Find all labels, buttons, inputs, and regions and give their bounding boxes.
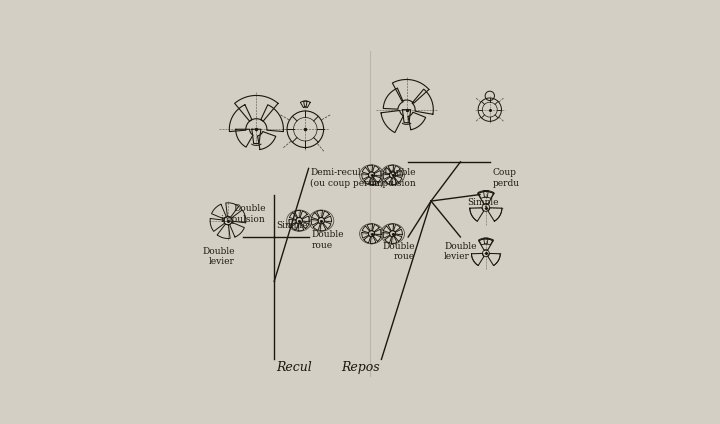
Text: Simple: Simple — [276, 220, 307, 230]
Text: Simple: Simple — [467, 198, 498, 207]
Text: Recul: Recul — [276, 361, 312, 374]
Text: Repos: Repos — [341, 361, 379, 374]
Text: Double
roue: Double roue — [312, 231, 344, 250]
Text: Demi-recul
(ou coup perdu): Demi-recul (ou coup perdu) — [310, 168, 384, 188]
Text: Double
impulsion: Double impulsion — [221, 204, 266, 224]
Text: Double
roue: Double roue — [382, 242, 415, 261]
Text: Double
levier: Double levier — [444, 242, 477, 261]
Text: Double
levier: Double levier — [202, 247, 235, 266]
Text: Coup
perdu: Coup perdu — [492, 168, 520, 188]
Text: Double
impulsion: Double impulsion — [372, 168, 416, 188]
